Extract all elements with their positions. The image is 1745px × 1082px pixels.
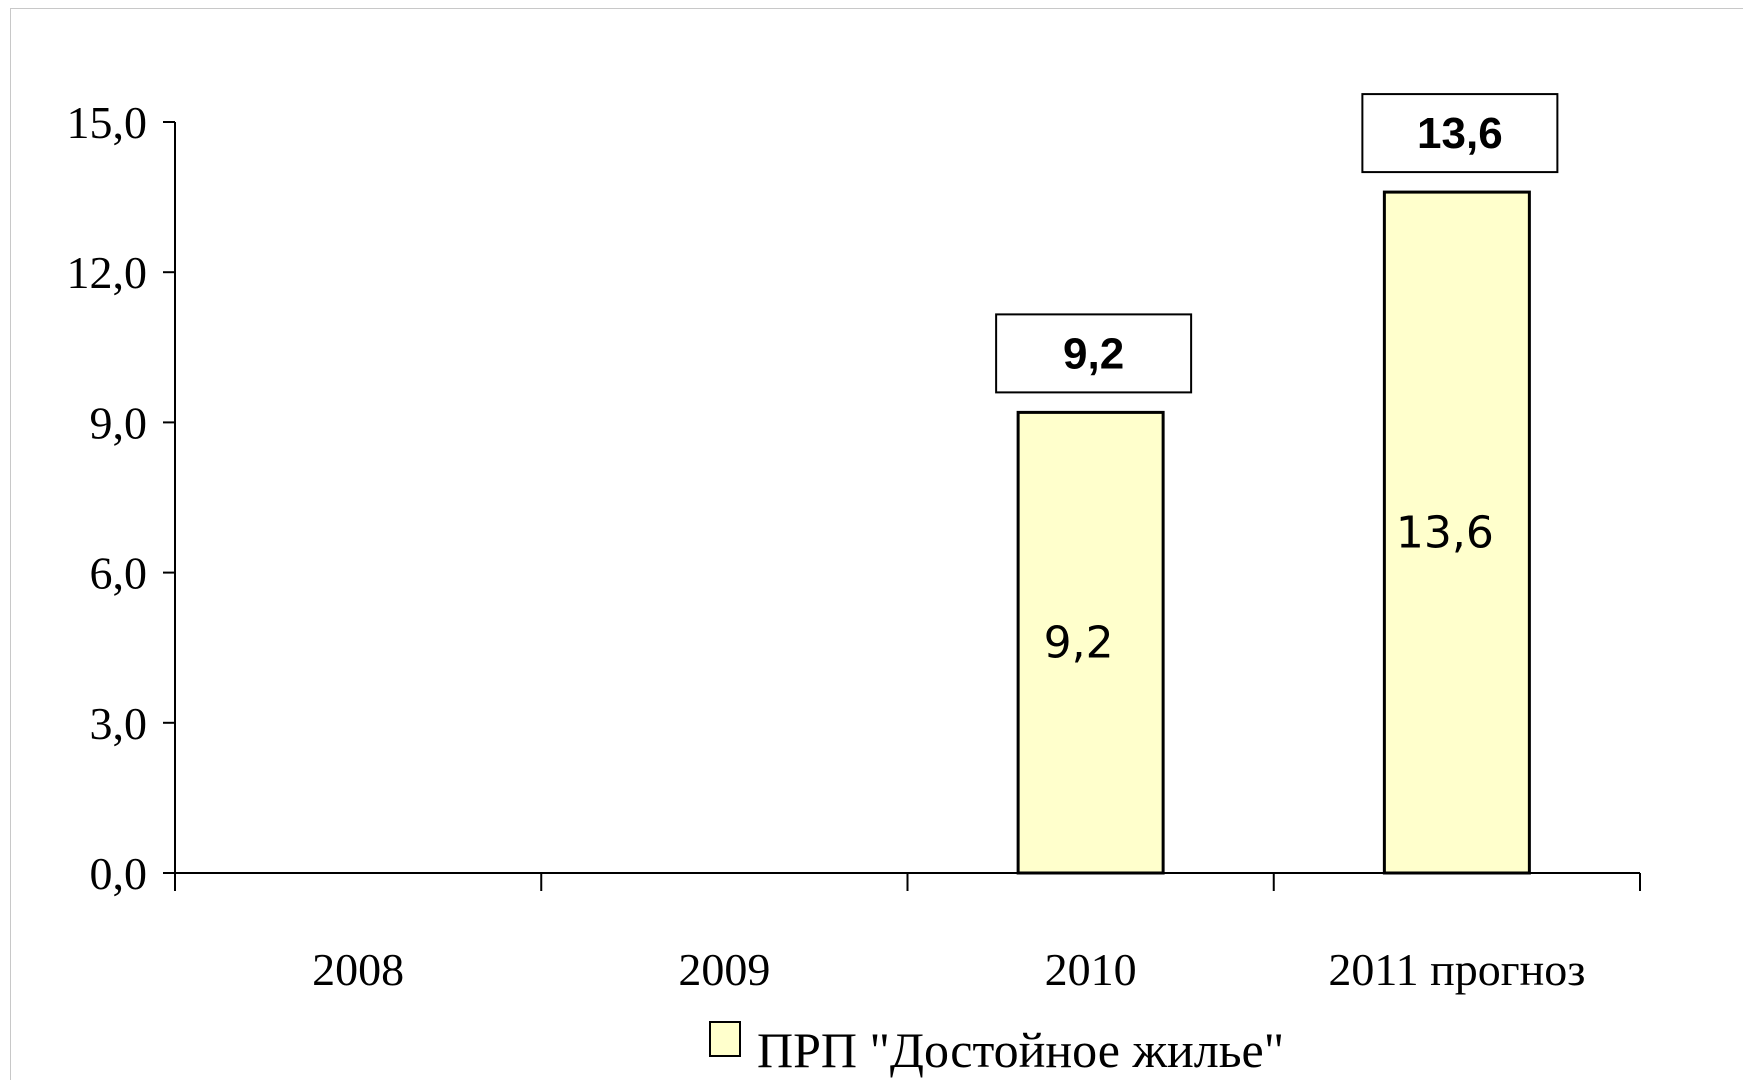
y-tick-label: 9,0: [90, 397, 148, 448]
labels: 9,2 9,2 13,6 13,6: [995, 93, 1559, 669]
y-tick-label: 6,0: [90, 548, 148, 599]
x-tick-label: 2010: [1045, 944, 1137, 995]
callout-box: [995, 313, 1193, 394]
y-tick-label: 0,0: [90, 848, 148, 899]
callout-label: 13,6: [1417, 109, 1503, 158]
chart-frame: [10, 8, 1743, 1080]
y-tick-label: 3,0: [90, 698, 148, 749]
bars: [1016, 190, 1531, 875]
legend-label: ПРП "Достойное жилье": [757, 1022, 1284, 1078]
x-tick-label: 2009: [678, 944, 770, 995]
legend-swatch: [709, 1021, 741, 1057]
bar-value-label: 13,6: [1396, 508, 1494, 559]
y-tick-label: 12,0: [67, 247, 148, 298]
legend: ПРП "Достойное жилье": [709, 1021, 1284, 1078]
callout-label: 9,2: [1063, 329, 1124, 378]
bar-value-label: 9,2: [1044, 618, 1114, 669]
bar: [1382, 190, 1531, 875]
x-tick-label: 2011 прогноз: [1328, 944, 1585, 995]
bar: [1016, 410, 1165, 875]
axes: 0,0 3,0 6,0 9,0 12,0 15,0 2008 2009 2010 2011 про…: [67, 97, 1641, 995]
y-tick-label: 15,0: [67, 97, 148, 148]
x-tick-label: 2008: [312, 944, 404, 995]
callout-box: [1361, 93, 1559, 174]
